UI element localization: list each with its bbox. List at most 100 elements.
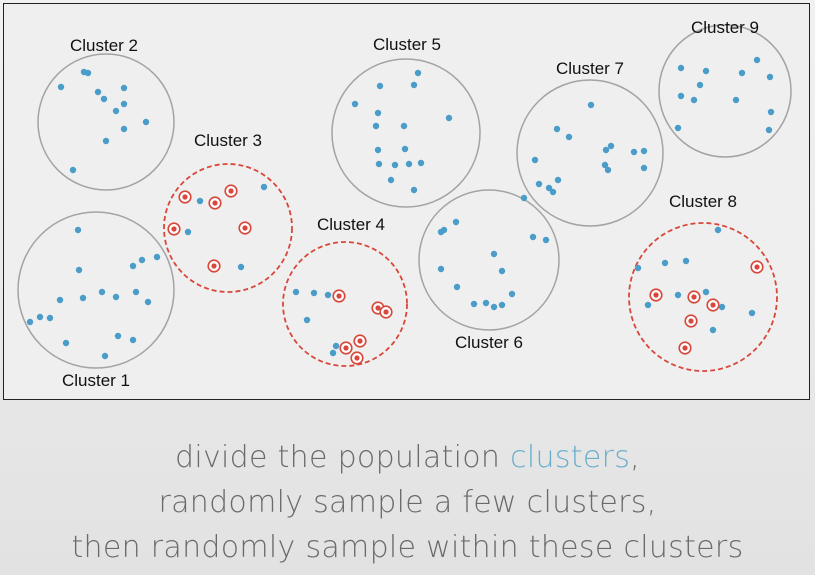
- cluster-1-point-3: [153, 253, 161, 261]
- cluster-2-point-9: [142, 118, 150, 126]
- cluster-5-point-13: [405, 160, 413, 168]
- cluster-2-point-4: [94, 88, 102, 96]
- cluster-2-point-2: [84, 69, 92, 77]
- cluster-7-point-9: [640, 164, 648, 172]
- cluster-6-point-6: [490, 250, 498, 258]
- cluster-4-sampled-point-6: [383, 309, 389, 315]
- cluster-4-sampled-point-10: [354, 355, 360, 361]
- cluster-6-point-7: [498, 267, 506, 275]
- cluster-8-sampled-point-6: [653, 292, 659, 298]
- cluster-6-point-3: [440, 226, 448, 234]
- cluster-7-point-1: [587, 101, 595, 109]
- cluster-4-sampled-point-9: [343, 345, 349, 351]
- cluster-9-point-1: [677, 64, 685, 72]
- caption-keyword-clusters: clusters: [510, 440, 631, 475]
- cluster-6-point-1: [452, 218, 460, 226]
- cluster-3-label: Cluster 3: [194, 131, 262, 150]
- cluster-8-point-1: [714, 226, 722, 234]
- cluster-4-label: Cluster 4: [317, 215, 385, 234]
- cluster-8-point-12: [644, 301, 652, 309]
- cluster-3-sampled-point-8: [242, 225, 248, 231]
- cluster-9-boundary: [658, 24, 792, 158]
- cluster-7-point-15: [549, 188, 557, 196]
- cluster-1-point-6: [56, 296, 64, 304]
- cluster-5-point-1: [414, 69, 422, 77]
- cluster-2-point-3: [57, 83, 65, 91]
- cluster-3-sampled-point-9: [211, 263, 217, 269]
- cluster-4-sampled-point-8: [357, 338, 363, 344]
- caption-line-2: randomly sample a few clusters,: [158, 485, 657, 520]
- cluster-1-point-14: [26, 318, 34, 326]
- cluster-9-label: Cluster 9: [691, 18, 759, 37]
- cluster-5-point-6: [372, 122, 380, 130]
- cluster-1-point-15: [129, 336, 137, 344]
- cluster-7-point-8: [640, 147, 648, 155]
- cluster-1-point-8: [98, 288, 106, 296]
- caption-line-1: divide the population clusters,: [0, 440, 815, 475]
- cluster-sampling-diagram: Cluster 1 Cluster 2 Cluster 3 Cluster 4 Clus…: [17, 18, 792, 390]
- cluster-2: Cluster 2: [37, 36, 175, 191]
- cluster-4-point-7: [303, 316, 311, 324]
- cluster-2-label: Cluster 2: [70, 36, 138, 55]
- cluster-8-sampled-point-2: [754, 264, 760, 270]
- cluster-3: Cluster 3: [163, 131, 293, 293]
- cluster-7-point-16: [520, 194, 528, 202]
- cluster-8-point-3: [634, 264, 642, 272]
- cluster-6-point-5: [542, 236, 550, 244]
- cluster-4-sampled-point-5: [375, 305, 381, 311]
- diagram-frame: [3, 3, 810, 400]
- cluster-5-point-16: [410, 186, 418, 194]
- cluster-8-point-4: [661, 259, 669, 267]
- cluster-4-point-4: [324, 291, 332, 299]
- cluster-9-point-12: [765, 126, 773, 134]
- cluster-9-point-4: [738, 69, 746, 77]
- cluster-8-point-15: [709, 326, 717, 334]
- cluster-8-point-5: [682, 257, 690, 265]
- cluster-8-point-9: [702, 288, 710, 296]
- cluster-3-point-10: [237, 263, 245, 271]
- cluster-3-sampled-point-6: [171, 226, 177, 232]
- cluster-9-point-7: [690, 96, 698, 104]
- cluster-5-point-2: [376, 82, 384, 90]
- cluster-7-point-6: [602, 146, 610, 154]
- cluster-3-point-7: [184, 228, 192, 236]
- cluster-8-label: Cluster 8: [669, 192, 737, 211]
- cluster-3-sampled-point-2: [228, 188, 234, 194]
- cluster-1-point-10: [132, 288, 140, 296]
- cluster-8-sampled-point-13: [688, 318, 694, 324]
- cluster-2-boundary: [37, 53, 175, 191]
- cluster-9-point-2: [702, 67, 710, 75]
- cluster-4-boundary: [282, 241, 408, 367]
- cluster-2-point-7: [112, 107, 120, 115]
- cluster-5-point-11: [391, 161, 399, 169]
- cluster-3-sampled-point-3: [212, 200, 218, 206]
- cluster-6-point-9: [453, 283, 461, 291]
- cluster-2-point-6: [100, 95, 108, 103]
- cluster-1-point-16: [114, 332, 122, 340]
- cluster-7-point-12: [535, 180, 543, 188]
- cluster-7-point-4: [607, 142, 615, 150]
- caption-line-1-end: ,: [630, 440, 640, 475]
- cluster-9-point-11: [674, 124, 682, 132]
- cluster-1-point-4: [75, 266, 83, 274]
- cluster-5-point-12: [375, 160, 383, 168]
- cluster-9-point-5: [766, 73, 774, 81]
- cluster-7-point-7: [630, 148, 638, 156]
- cluster-6-point-12: [482, 299, 490, 307]
- cluster-4-point-1: [292, 288, 300, 296]
- cluster-6-point-4: [529, 233, 537, 241]
- cluster-9: Cluster 9: [658, 18, 792, 158]
- cluster-5-point-3: [410, 81, 418, 89]
- cluster-7-boundary: [516, 79, 664, 227]
- cluster-8-sampled-point-8: [691, 294, 697, 300]
- cluster-3-point-4: [260, 183, 268, 191]
- cluster-8-sampled-point-16: [682, 345, 688, 351]
- cluster-1-point-11: [144, 298, 152, 306]
- cluster-7-point-5: [531, 156, 539, 164]
- cluster-6-point-8: [437, 265, 445, 273]
- cluster-1-point-5: [129, 262, 137, 270]
- cluster-5-boundary: [331, 58, 481, 208]
- cluster-6-label: Cluster 6: [455, 333, 523, 352]
- cluster-4-point-2: [310, 289, 318, 297]
- cluster-7: Cluster 7: [516, 59, 664, 227]
